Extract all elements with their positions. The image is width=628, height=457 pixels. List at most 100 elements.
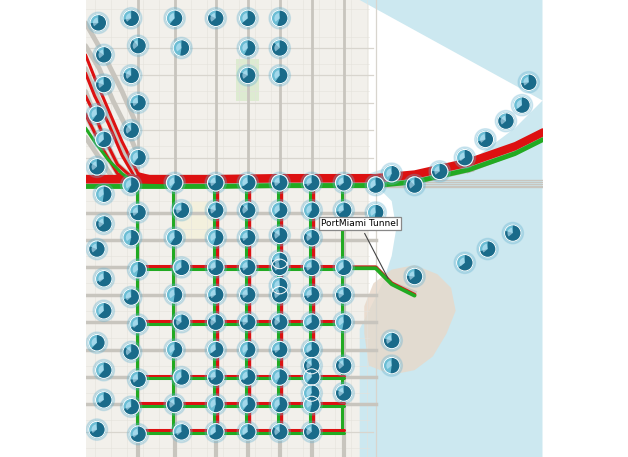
Circle shape (271, 202, 288, 218)
Wedge shape (133, 319, 138, 328)
Circle shape (123, 10, 139, 27)
Wedge shape (524, 77, 529, 86)
Circle shape (95, 216, 112, 232)
Circle shape (333, 200, 354, 221)
Wedge shape (170, 344, 175, 353)
Wedge shape (89, 159, 105, 175)
Wedge shape (98, 303, 112, 319)
Circle shape (303, 424, 320, 440)
Wedge shape (126, 70, 131, 79)
Wedge shape (306, 232, 311, 241)
Circle shape (269, 8, 290, 29)
Wedge shape (389, 165, 400, 182)
Circle shape (301, 172, 322, 193)
Wedge shape (271, 424, 288, 440)
Circle shape (95, 76, 112, 93)
Circle shape (301, 339, 322, 360)
Circle shape (93, 300, 114, 321)
Wedge shape (338, 177, 344, 186)
Wedge shape (371, 207, 376, 216)
Wedge shape (239, 67, 256, 84)
Wedge shape (244, 40, 256, 56)
Wedge shape (242, 43, 247, 52)
Wedge shape (173, 287, 183, 303)
Circle shape (269, 367, 290, 388)
Circle shape (381, 355, 403, 376)
Circle shape (205, 367, 227, 388)
Wedge shape (338, 388, 344, 397)
Wedge shape (209, 424, 224, 440)
Wedge shape (306, 399, 311, 408)
Wedge shape (175, 259, 190, 276)
Wedge shape (516, 97, 530, 113)
Circle shape (514, 97, 530, 113)
Circle shape (205, 421, 227, 442)
Wedge shape (305, 314, 320, 330)
Wedge shape (129, 229, 139, 246)
Wedge shape (274, 426, 279, 436)
Wedge shape (308, 202, 320, 218)
Wedge shape (274, 202, 288, 218)
Circle shape (454, 252, 475, 273)
Wedge shape (207, 10, 224, 27)
Circle shape (477, 131, 494, 148)
Circle shape (207, 229, 224, 246)
Circle shape (121, 8, 142, 29)
Wedge shape (303, 259, 320, 276)
Circle shape (269, 421, 290, 442)
Wedge shape (173, 424, 190, 440)
Circle shape (303, 259, 320, 276)
Circle shape (207, 175, 224, 191)
Wedge shape (99, 49, 104, 58)
Wedge shape (126, 125, 131, 134)
Wedge shape (133, 40, 138, 49)
Wedge shape (166, 396, 183, 413)
Circle shape (89, 106, 105, 122)
Wedge shape (480, 241, 496, 257)
Circle shape (127, 259, 149, 280)
Circle shape (511, 95, 533, 116)
Circle shape (95, 131, 112, 148)
Wedge shape (306, 360, 311, 369)
Circle shape (205, 284, 227, 305)
Circle shape (404, 266, 425, 287)
Circle shape (367, 204, 384, 221)
Wedge shape (241, 424, 256, 440)
Circle shape (431, 163, 448, 180)
Wedge shape (242, 396, 256, 413)
Circle shape (90, 15, 107, 31)
Wedge shape (275, 396, 288, 413)
Wedge shape (170, 229, 183, 246)
Circle shape (237, 172, 259, 193)
Circle shape (127, 92, 149, 113)
Wedge shape (173, 314, 190, 330)
Wedge shape (239, 229, 256, 246)
Circle shape (93, 213, 114, 234)
Circle shape (89, 335, 105, 351)
Wedge shape (271, 252, 288, 269)
Wedge shape (435, 166, 440, 175)
Wedge shape (517, 100, 522, 109)
Wedge shape (99, 362, 112, 378)
Circle shape (121, 287, 142, 308)
Wedge shape (176, 369, 190, 385)
Wedge shape (305, 341, 320, 358)
Circle shape (89, 421, 105, 438)
Circle shape (237, 339, 259, 360)
Wedge shape (274, 372, 279, 381)
Circle shape (301, 312, 322, 333)
Wedge shape (306, 372, 311, 381)
Circle shape (130, 261, 146, 278)
Wedge shape (276, 369, 288, 385)
Wedge shape (242, 344, 247, 353)
Circle shape (237, 257, 259, 278)
Wedge shape (123, 67, 139, 84)
Wedge shape (406, 177, 423, 193)
Wedge shape (306, 388, 311, 397)
Wedge shape (242, 262, 247, 271)
Wedge shape (96, 271, 112, 287)
Wedge shape (126, 346, 131, 356)
Wedge shape (180, 40, 190, 56)
Wedge shape (242, 426, 247, 436)
Text: PortMiami Tunnel: PortMiami Tunnel (321, 219, 398, 279)
